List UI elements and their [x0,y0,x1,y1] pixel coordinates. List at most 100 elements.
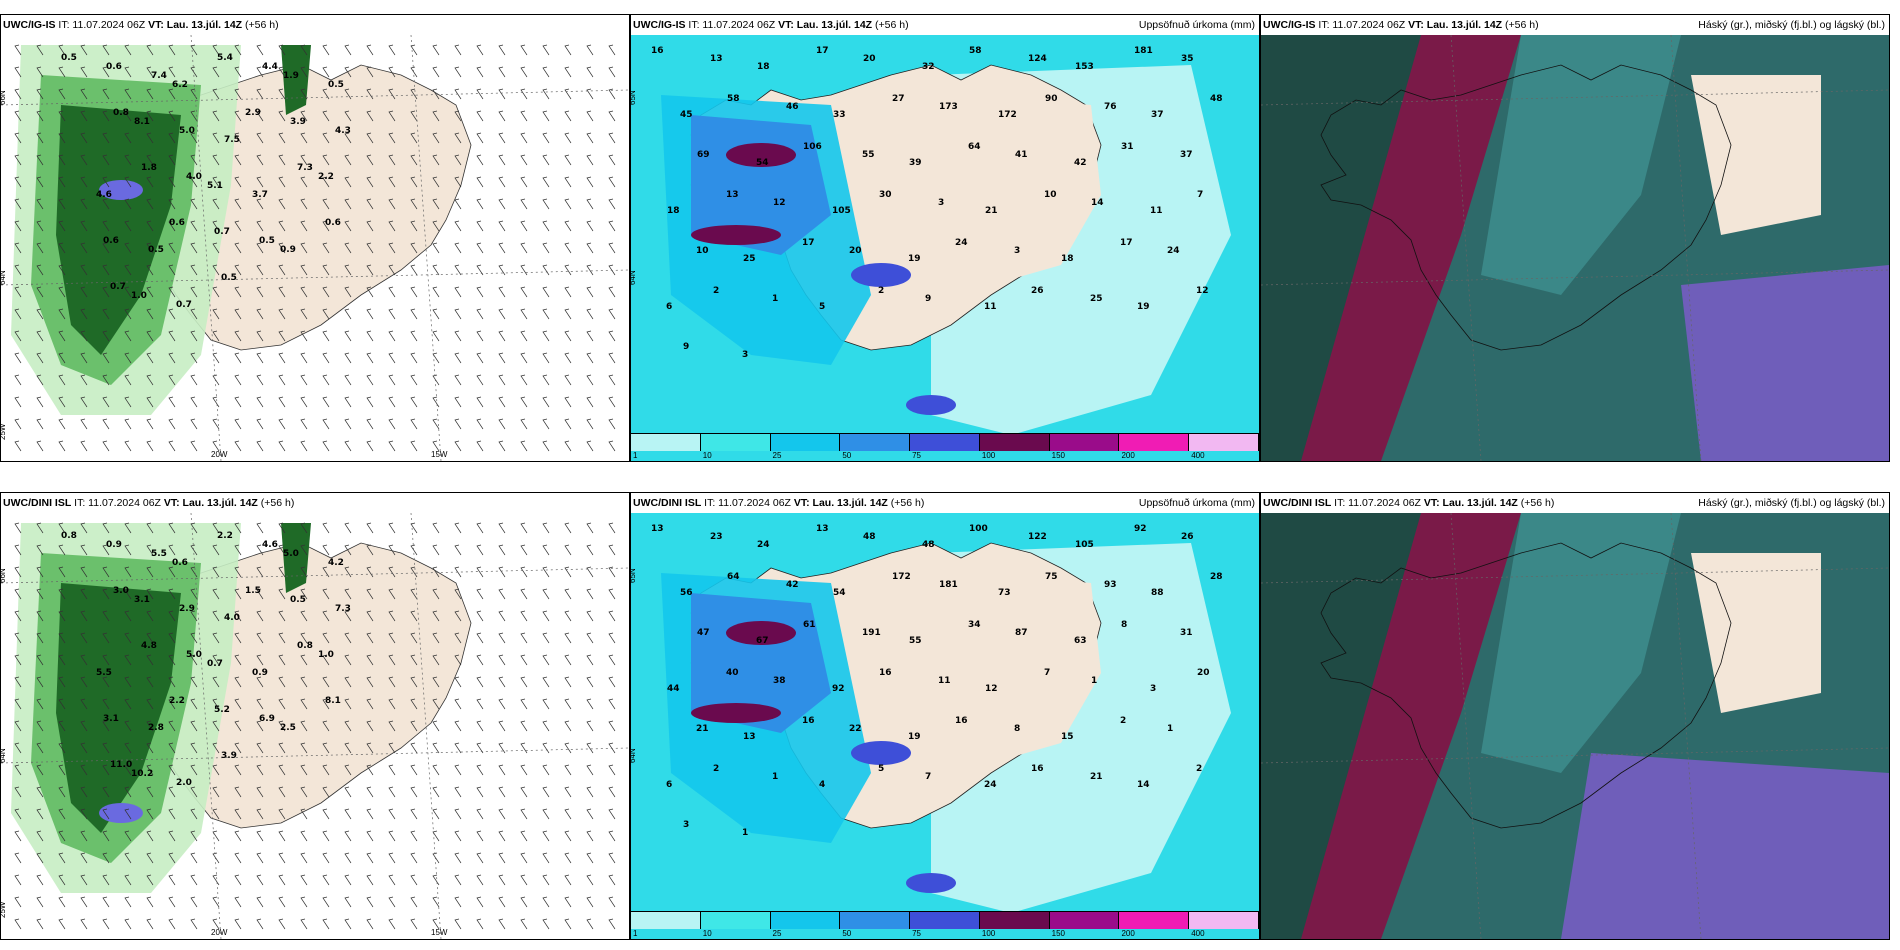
wind-barb [168,176,176,188]
wind-barb [212,918,220,930]
wind-barb [388,154,396,166]
wind-barb [36,264,44,276]
wind-barb [58,896,66,908]
precip-value-label: 56 [680,588,693,598]
wind-barb [498,852,506,864]
wind-barb [498,418,506,430]
wind-barb [234,308,242,320]
meridian-line [1450,35,1482,461]
valid-time: VT: Lau. 13.júl. 14Z [148,19,243,31]
wind-barb [410,44,418,56]
wind-barb [542,522,550,534]
wind-barb [322,786,330,798]
precip-value-label: 4.3 [335,126,351,136]
wind-barb [256,742,264,754]
precip-value-label: 0.5 [221,273,237,283]
wind-barb [234,220,242,232]
wind-barb [146,632,154,644]
wind-barb [58,176,66,188]
lead-time: (+56 h) [875,19,909,31]
wind-barb [80,830,88,842]
wind-barb [542,852,550,864]
wind-barb [498,396,506,408]
precip-value-label: 67 [756,636,769,646]
meridian-line [410,513,442,939]
wind-barb [102,566,110,578]
wind-barb [58,374,66,386]
wind-barb [36,764,44,776]
wind-barb [190,198,198,210]
precip-value-label: 3.9 [221,751,237,761]
wind-barb [212,896,220,908]
wind-barb [300,742,308,754]
wind-barb [80,286,88,298]
precip-value-label: 24 [757,540,770,550]
wind-barb [80,852,88,864]
wind-barb [344,588,352,600]
panel-header: UWC/DINI ISL IT: 11.07.2024 06Z VT: Lau.… [633,494,1255,514]
wind-barb [300,286,308,298]
wind-barb [388,132,396,144]
wind-barb [58,786,66,798]
latitude-label: 64N [1,748,7,763]
panel-header: UWC/IG-IS IT: 11.07.2024 06Z VT: Lau. 13… [1263,16,1885,36]
init-time: IT: 11.07.2024 06Z [704,497,791,509]
wind-barb [366,830,374,842]
wind-barb [564,154,572,166]
wind-barb [344,544,352,556]
wind-barb [190,308,198,320]
wind-barb [476,742,484,754]
wind-barb [432,110,440,122]
wind-barb [586,264,594,276]
precip-value-label: 5.5 [96,668,112,678]
wind-barb [388,198,396,210]
precip-value-label: 0.5 [148,245,164,255]
precip-value-label: 48 [1210,94,1223,104]
wind-barb [520,352,528,364]
wind-barb [80,440,88,452]
wind-barb [58,418,66,430]
wind-barb [278,88,286,100]
wind-barb [410,66,418,78]
wind-barb [454,88,462,100]
precip-value-label: 105 [832,206,851,216]
wind-barb [608,698,616,710]
wind-barb [212,220,220,232]
precip-value-label: 0.6 [325,218,341,228]
wind-barb [542,896,550,908]
wind-barb [278,786,286,798]
wind-barb [168,764,176,776]
wind-barb [520,610,528,622]
precip-value-label: 172 [998,110,1017,120]
colorbar-label: 50 [842,929,852,938]
meridian-line [190,35,222,461]
wind-barb [146,588,154,600]
wind-barb [168,676,176,688]
wind-barb [102,198,110,210]
wind-barb [300,308,308,320]
wind-barb [410,676,418,688]
colorbar-label: 25 [772,929,782,938]
wind-barb [520,566,528,578]
wind-barb [146,286,154,298]
wind-barb [388,352,396,364]
precip-value-label: 0.7 [110,282,126,292]
precip-value-label: 2.8 [148,723,164,733]
wind-barb [542,198,550,210]
wind-barb [278,830,286,842]
wind-barb [498,654,506,666]
colorbar-label: 100 [981,929,996,938]
wind-barb [564,830,572,842]
precip-value-label: 2.5 [280,723,296,733]
wind-barb [454,374,462,386]
precip-value-label: 88 [1151,588,1164,598]
wind-barb [344,330,352,342]
precip-value-label: 7.3 [335,604,351,614]
wind-barb [256,286,264,298]
wind-barb [542,544,550,556]
wind-barb [212,654,220,666]
precip-value-label: 38 [773,676,786,686]
wind-barb [564,720,572,732]
model-name: UWC/DINI ISL [1263,497,1332,509]
wind-barb [300,852,308,864]
